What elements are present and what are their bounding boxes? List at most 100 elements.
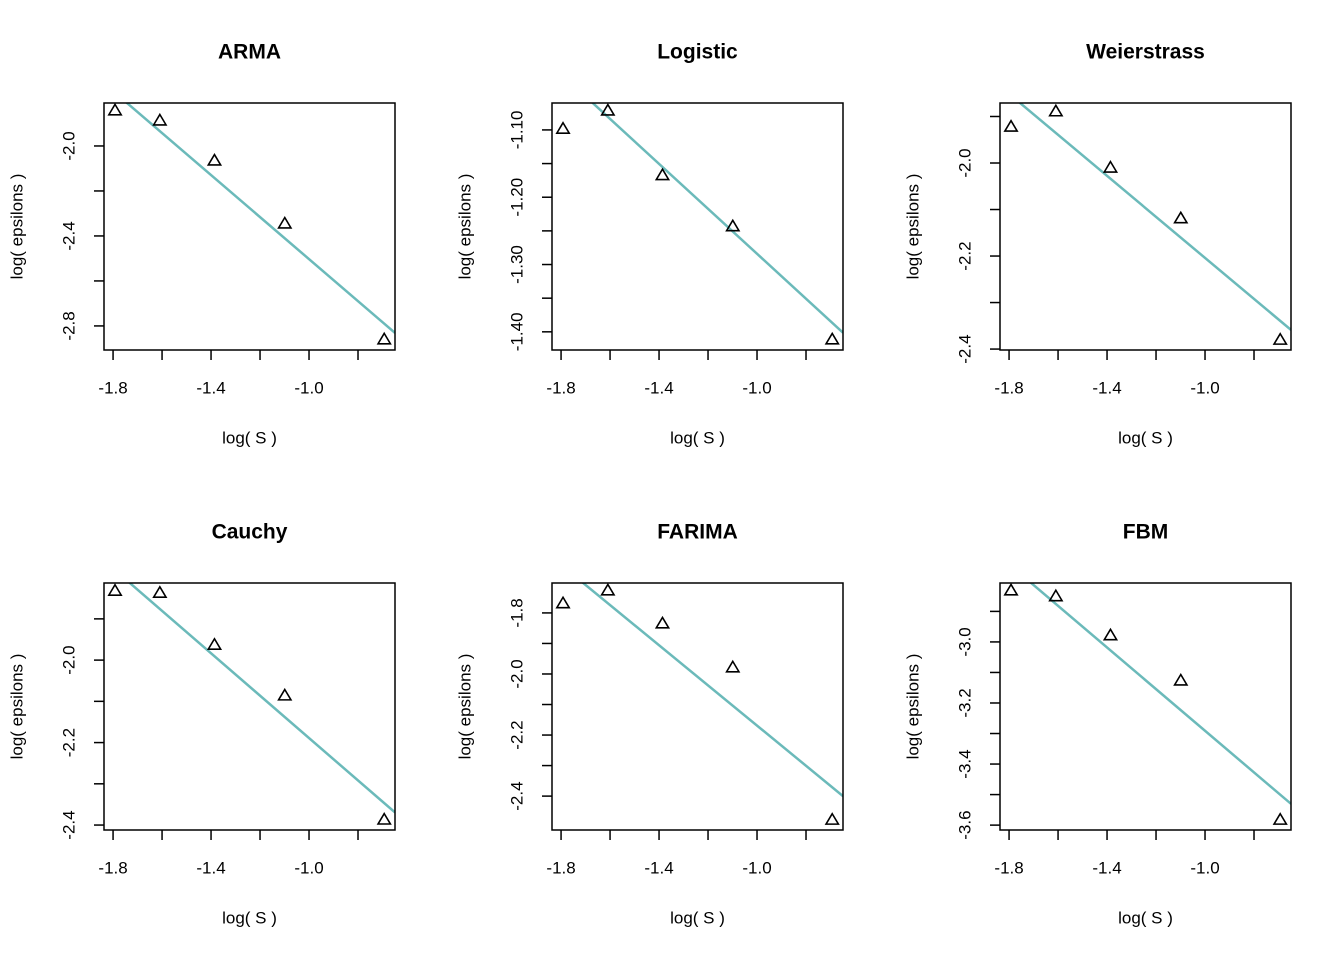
fit-line [127, 583, 395, 814]
point [1272, 332, 1288, 345]
y-tick-label: -2.4 [507, 781, 526, 810]
plot-box [103, 102, 396, 351]
x-tick-label: -1.4 [1092, 858, 1121, 877]
y-tick-label: -1.8 [507, 598, 526, 627]
y-tick-label: -1.30 [507, 245, 526, 284]
point [1048, 588, 1064, 602]
x-tick-label: -1.4 [644, 378, 673, 397]
y-tick-label: -1.40 [507, 312, 526, 351]
chart-title: FBM [1123, 521, 1169, 544]
y-tick-label: -1.10 [507, 111, 526, 150]
chart-title: Cauchy [212, 521, 288, 544]
point [654, 615, 671, 629]
fit-line [1018, 103, 1291, 331]
point [277, 687, 293, 701]
fit-line [125, 103, 395, 334]
y-tick-label: -2.4 [59, 221, 78, 250]
x-tick-label: -1.0 [294, 378, 323, 397]
y-tick-label: -3.4 [955, 749, 974, 778]
plot-box [551, 582, 844, 831]
panel: Cauchy log( S ) log( epsilons ) -1.8 -1.4 -1.… [7, 521, 396, 927]
point [1173, 672, 1189, 686]
point [654, 167, 671, 181]
x-tick-label: -1.4 [196, 378, 225, 397]
y-tick-label: -2.4 [59, 810, 78, 839]
plot-box [999, 102, 1292, 351]
plot-box [103, 582, 396, 831]
point [555, 121, 571, 134]
y-axis-label: log( epsilons ) [7, 654, 26, 760]
y-tick-label: -2.0 [59, 131, 78, 160]
point [725, 659, 741, 673]
point [824, 812, 840, 825]
y-tick-label: -2.2 [507, 720, 526, 749]
point [600, 582, 616, 596]
panel: FARIMA log( S ) log( epsilons ) -1.8 -1.4 -1.… [455, 521, 844, 927]
point [376, 812, 392, 825]
point [600, 103, 616, 116]
y-axis-label: log( epsilons ) [903, 654, 922, 760]
point [1048, 103, 1064, 117]
y-tick-label: -1.20 [507, 178, 526, 217]
x-axis-label: log( S ) [670, 428, 725, 447]
x-tick-label: -1.8 [546, 858, 575, 877]
y-axis-label: log( epsilons ) [455, 174, 474, 280]
x-tick-label: -1.0 [294, 858, 323, 877]
fit-line [1029, 583, 1291, 805]
point [1102, 627, 1119, 641]
fit-line [590, 103, 843, 334]
point [725, 218, 741, 232]
y-tick-label: -2.2 [59, 728, 78, 757]
point [206, 637, 223, 650]
point [1173, 210, 1189, 224]
y-tick-label: -2.0 [507, 659, 526, 688]
panel: Weierstrass log( S ) log( epsilons ) -1.8 -1… [903, 41, 1292, 447]
x-axis-label: log( S ) [222, 428, 277, 447]
x-axis-label: log( S ) [222, 908, 277, 927]
panel: Logistic log( S ) log( epsilons ) -1.8 -1.4 -… [455, 41, 844, 447]
x-axis-label: log( S ) [1118, 908, 1173, 927]
x-tick-label: -1.0 [1190, 858, 1219, 877]
x-tick-label: -1.4 [644, 858, 673, 877]
point [376, 331, 392, 345]
chart-title: FARIMA [657, 521, 738, 544]
chart-title: Weierstrass [1086, 41, 1205, 64]
point [555, 595, 571, 609]
point [1003, 119, 1019, 132]
y-tick-label: -2.8 [59, 311, 78, 340]
x-tick-label: -1.8 [546, 378, 575, 397]
point [206, 152, 223, 166]
y-tick-label: -2.4 [955, 334, 974, 363]
plot-box [999, 582, 1292, 831]
point [107, 102, 123, 116]
point [152, 112, 168, 126]
chart-title: ARMA [218, 41, 281, 64]
x-tick-label: -1.4 [196, 858, 225, 877]
plot-box [551, 102, 844, 351]
point [1003, 582, 1019, 596]
point [824, 331, 840, 345]
x-tick-label: -1.0 [742, 378, 771, 397]
y-tick-label: -2.2 [955, 241, 974, 270]
x-axis-label: log( S ) [670, 908, 725, 927]
y-tick-label: -3.0 [955, 627, 974, 656]
y-axis-label: log( epsilons ) [903, 174, 922, 280]
point [152, 585, 168, 599]
point [1102, 160, 1119, 173]
y-tick-label: -2.0 [955, 148, 974, 177]
x-tick-label: -1.4 [1092, 378, 1121, 397]
x-axis-label: log( S ) [1118, 428, 1173, 447]
x-tick-label: -1.8 [98, 378, 127, 397]
x-tick-label: -1.8 [98, 858, 127, 877]
point [277, 215, 293, 229]
y-axis-label: log( epsilons ) [455, 654, 474, 760]
x-tick-label: -1.8 [994, 378, 1023, 397]
y-tick-label: -3.6 [955, 810, 974, 839]
x-tick-label: -1.0 [742, 858, 771, 877]
x-tick-label: -1.8 [994, 858, 1023, 877]
panel: ARMA log( S ) log( epsilons ) -1.8 -1.4 -1.0 -… [7, 41, 396, 447]
chart-title: Logistic [657, 41, 738, 64]
y-axis-label: log( epsilons ) [7, 174, 26, 280]
x-tick-label: -1.0 [1190, 378, 1219, 397]
